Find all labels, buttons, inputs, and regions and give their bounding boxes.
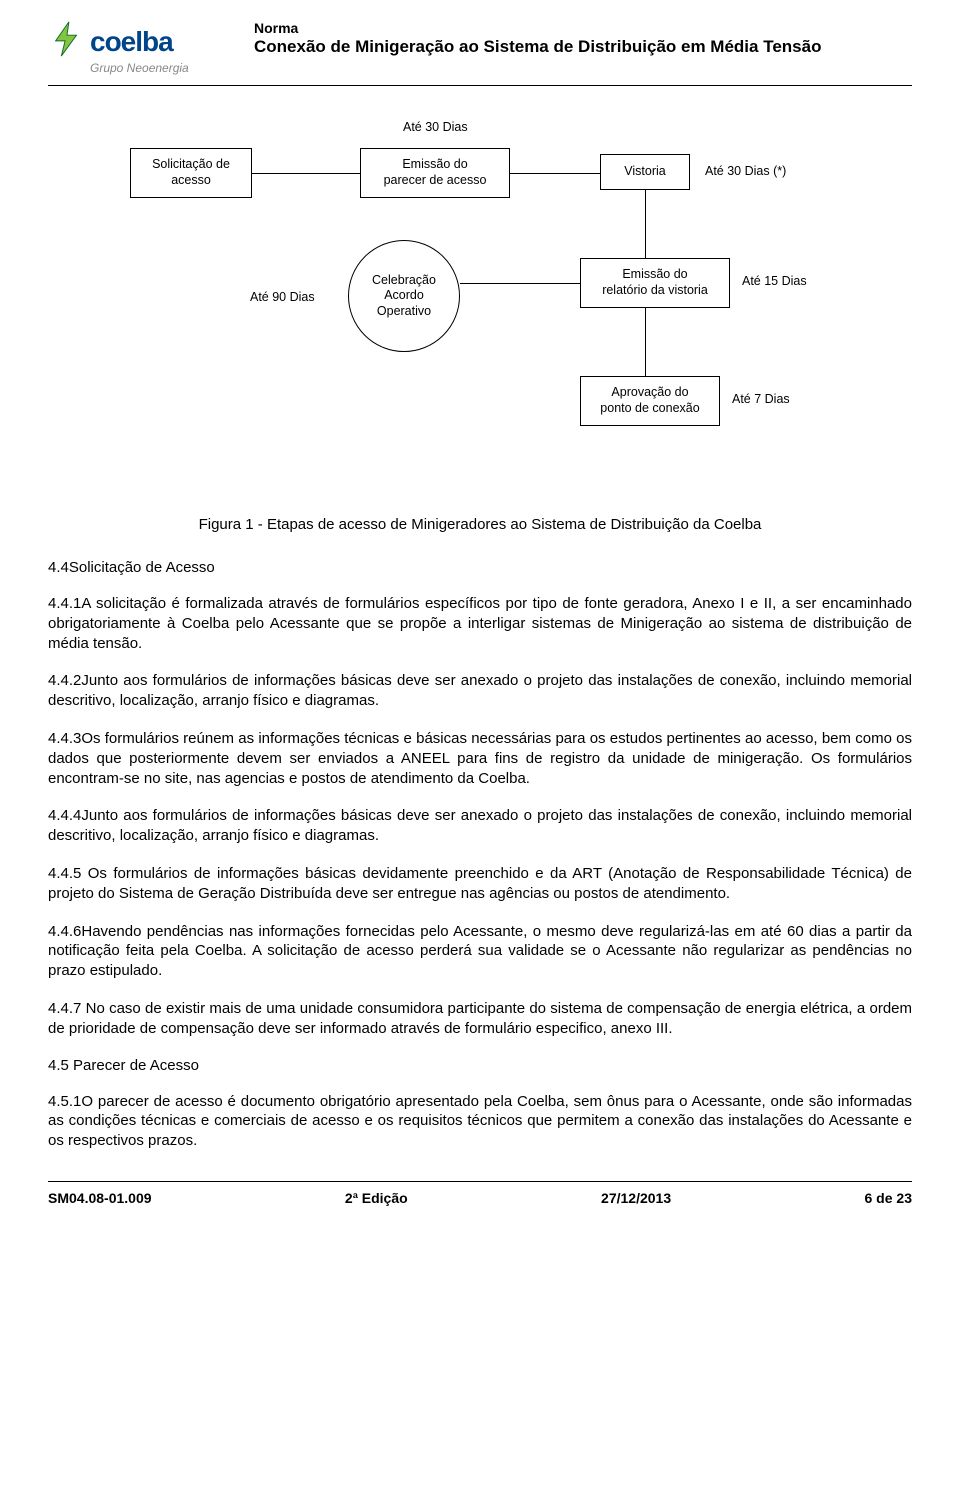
- paragraph-441: 4.4.1A solicitação é formalizada através…: [48, 594, 912, 653]
- page-footer: SM04.08-01.009 2ª Edição 27/12/2013 6 de…: [48, 1181, 912, 1206]
- flow-box-emissao-relatorio: Emissão dorelatório da vistoria: [580, 258, 730, 308]
- paragraph-444: 4.4.4Junto aos formulários de informaçõe…: [48, 806, 912, 846]
- flowchart: Até 30 Dias Solicitação deacesso Emissão…: [120, 106, 840, 496]
- logo-main-text: coelba: [90, 26, 173, 58]
- paragraph-445: 4.4.5 Os formulários de informações bási…: [48, 864, 912, 904]
- flow-label-ate90: Até 90 Dias: [250, 290, 315, 304]
- paragraph-447: 4.4.7 No caso de existir mais de uma uni…: [48, 999, 912, 1039]
- flow-box-emissao-parecer: Emissão doparecer de acesso: [360, 148, 510, 198]
- paragraph-443: 4.4.3Os formulários reúnem as informaçõe…: [48, 729, 912, 788]
- figure-caption: Figura 1 - Etapas de acesso de Minigerad…: [48, 516, 912, 533]
- flow-connector: [645, 190, 646, 258]
- norma-label: Norma: [254, 20, 912, 36]
- flow-connector: [252, 173, 360, 174]
- paragraph-451: 4.5.1O parecer de acesso é documento obr…: [48, 1092, 912, 1151]
- flow-box-aprovacao: Aprovação doponto de conexão: [580, 376, 720, 426]
- flow-label-top: Até 30 Dias: [403, 120, 468, 134]
- flow-connector: [510, 173, 600, 174]
- flow-box-vistoria: Vistoria: [600, 154, 690, 190]
- flow-circle-acordo: CelebraçãoAcordoOperativo: [348, 240, 460, 352]
- page-header: coelba Grupo Neoenergia Norma Conexão de…: [48, 20, 912, 86]
- logo-row: coelba: [48, 20, 238, 63]
- section-heading-44: 4.4Solicitação de Acesso: [48, 559, 912, 576]
- flow-label-ate30s: Até 30 Dias (*): [705, 164, 786, 178]
- flow-connector: [460, 283, 580, 284]
- flow-label-ate7: Até 7 Dias: [732, 392, 790, 406]
- flow-label-ate15: Até 15 Dias: [742, 274, 807, 288]
- footer-page: 6 de 23: [865, 1190, 912, 1206]
- logo-sub-text: Grupo Neoenergia: [90, 61, 238, 75]
- footer-doc-code: SM04.08-01.009: [48, 1190, 152, 1206]
- footer-date: 27/12/2013: [601, 1190, 671, 1206]
- header-titles: Norma Conexão de Minigeração ao Sistema …: [254, 20, 912, 57]
- footer-edition: 2ª Edição: [345, 1190, 408, 1206]
- flow-connector: [645, 308, 646, 376]
- document-title: Conexão de Minigeração ao Sistema de Dis…: [254, 36, 912, 57]
- bolt-icon: [48, 20, 86, 63]
- logo-block: coelba Grupo Neoenergia: [48, 20, 238, 75]
- section-heading-45: 4.5 Parecer de Acesso: [48, 1057, 912, 1074]
- paragraph-446: 4.4.6Havendo pendências nas informações …: [48, 922, 912, 981]
- paragraph-442: 4.4.2Junto aos formulários de informaçõe…: [48, 671, 912, 711]
- flow-box-solicitacao: Solicitação deacesso: [130, 148, 252, 198]
